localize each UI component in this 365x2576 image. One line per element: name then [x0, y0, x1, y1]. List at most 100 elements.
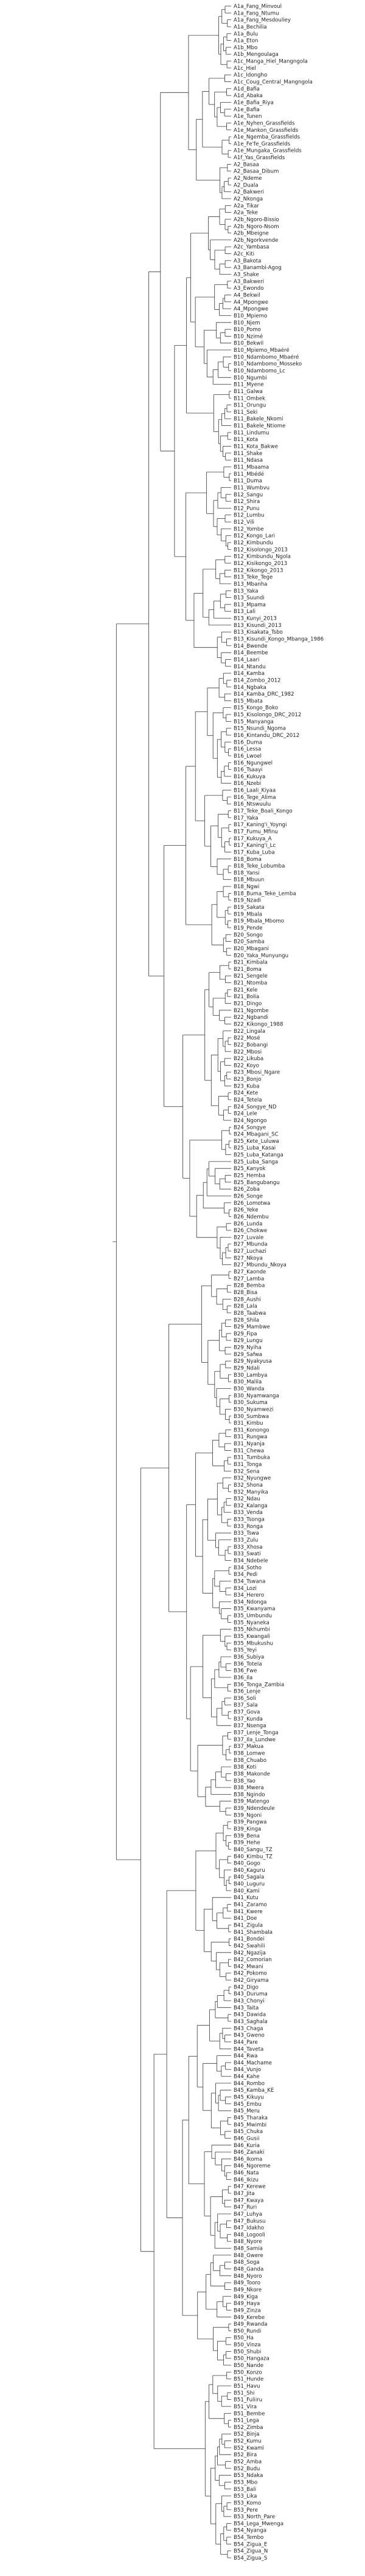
taxon-label: B30_Nyamwezi	[234, 1406, 274, 1413]
taxon-label: B26_Zoba	[234, 1187, 260, 1193]
taxon-label: B54_Nyanga	[234, 2528, 266, 2534]
taxon-label: B52_Binja	[234, 2431, 260, 2437]
taxon-label: B22_Mbosi	[234, 1049, 262, 1055]
taxon-label: B24_Tetela	[234, 1097, 262, 1103]
taxon-label: A1c_Idongho	[234, 72, 267, 78]
taxon-label: B53_Komo	[234, 2500, 261, 2506]
taxon-label: B27_Nkoya	[234, 1255, 263, 1261]
taxon-label: B53_Bali	[234, 2487, 256, 2493]
taxon-label: B25_Luba_Kasai	[234, 1145, 276, 1151]
taxon-label: B52_Bira	[234, 2452, 257, 2458]
taxon-label: B33_Zulu	[234, 1538, 258, 1544]
taxon-label: B30_Sukuma	[234, 1400, 268, 1406]
taxon-label: B27_Mbundu_Nkoya	[234, 1262, 287, 1269]
taxon-label: B28_Bisa	[234, 1290, 257, 1296]
taxon-label: B35_Umbundu	[234, 1613, 272, 1619]
taxon-label: A3_Bakota	[234, 258, 261, 264]
taxon-label: B48_Soga	[234, 2259, 260, 2266]
taxon-label: B17_Kaning'i_Lc	[234, 843, 276, 849]
taxon-label: B29_Fipa	[234, 1331, 257, 1337]
taxon-label: B26_Ndembu	[234, 1214, 269, 1221]
taxon-label: B11_Wumbvu	[234, 485, 269, 492]
taxon-label: B35_Kwangali	[234, 1634, 270, 1640]
taxon-label: B34_Sotho	[234, 1565, 262, 1571]
taxon-label: B54_Tembo	[234, 2535, 263, 2541]
taxon-label: B27_Lamba	[234, 1276, 264, 1282]
taxon-label: B30_Sumbwa	[234, 1414, 269, 1420]
taxon-label: B22_Koyo	[234, 1063, 259, 1069]
taxon-label: B48_Gwere	[234, 2253, 263, 2259]
taxon-label: B29_Nyakyusa	[234, 1358, 272, 1365]
taxon-label: B11_Bakele_Ntiome	[234, 423, 285, 430]
taxon-label: A4_Bekwil	[234, 293, 260, 299]
taxon-label: B14_Bwende	[234, 643, 268, 649]
taxon-label: B22_Likuba	[234, 1056, 263, 1062]
taxon-label: B43_Gweno	[234, 2033, 265, 2039]
taxon-label: B11_Kota	[234, 437, 258, 443]
taxon-label: B12_Shira	[234, 499, 260, 505]
taxon-label: B21_Kele	[234, 987, 257, 993]
taxon-label: B50_Vinza	[234, 2342, 260, 2348]
taxon-label: A1e_Bafia	[234, 107, 260, 113]
taxon-label: B13_Mpama	[234, 602, 266, 608]
taxon-label: B29_Ndali	[234, 1366, 260, 1372]
taxon-label: B16_Nzebi	[234, 781, 261, 787]
taxon-label: B44_Pare	[234, 2040, 258, 2046]
taxon-label: B48_Logooli	[234, 2232, 265, 2238]
taxon-label: B13_Lali	[234, 609, 255, 615]
taxon-label: B21_Boma	[234, 967, 262, 973]
taxon-label: B45_Chuka	[234, 2129, 263, 2135]
taxon-label: B42_Mwani	[234, 1964, 263, 1970]
taxon-label: B47_Kerewe	[234, 2184, 266, 2190]
taxon-label: B46_Ikizu	[234, 2177, 259, 2183]
taxon-label: A2_Ndeme	[234, 176, 262, 182]
taxon-label: A1d_Abaka	[234, 93, 263, 99]
taxon-label: B21_Bolia	[234, 994, 259, 1000]
taxon-label: B38_Yao	[234, 1778, 255, 1784]
taxon-label: B54_Zigua_E	[234, 2541, 267, 2547]
taxon-label: B35_Nkhumbi	[234, 1627, 270, 1633]
taxon-label: B32_Manyika	[234, 1489, 268, 1495]
taxon-label: B41_Kutu	[234, 1895, 259, 1901]
taxon-label: B17_Teke_Boali_Kongo	[234, 809, 293, 815]
taxon-label: B11_Seki	[234, 409, 257, 416]
taxon-label: B11_Orungu	[234, 403, 266, 409]
taxon-label: A2c_Yambasa	[234, 244, 269, 250]
taxon-label: A2b_Ngorkvende	[234, 238, 278, 244]
taxon-label: B44_Machame	[234, 2060, 272, 2066]
taxon-label: A1e_Ngemba_Grassfields	[234, 134, 300, 140]
taxon-label: B16_Tege_Alima	[234, 795, 276, 801]
tree-branches	[113, 5, 231, 2558]
taxon-label: B11_Bakele_Nkomi	[234, 416, 283, 422]
taxon-label: B35_Yeyi	[234, 1648, 257, 1654]
taxon-label: B52_Kwami	[234, 2445, 264, 2451]
taxon-label: B17_Kaning'i_Yoyngi	[234, 822, 287, 828]
taxon-label: B11_Duma	[234, 478, 262, 484]
taxon-label: B16_Tsaayi	[234, 767, 262, 773]
taxon-label: B33_Venda	[234, 1510, 263, 1516]
taxon-label: B23_Mbosi_Ngare	[234, 1070, 280, 1076]
taxon-label: B50_Konzo	[234, 2369, 262, 2376]
taxon-label: A1a_Eton	[234, 38, 258, 44]
taxon-label: A1a_Fang_Mesdouliey	[234, 18, 291, 24]
taxon-label: B47_Kwaya	[234, 2197, 263, 2204]
taxon-label: B18_Buma_Teke_Lemba	[234, 891, 296, 897]
taxon-label: B19_Mbala_Mbomo	[234, 919, 284, 925]
taxon-label: B13_Teke_Tege	[234, 575, 273, 581]
taxon-label: B42_Digo	[234, 1984, 259, 1990]
taxon-label: B30_Lambya	[234, 1372, 267, 1379]
taxon-label: B12_Kisikongo_2013	[234, 561, 287, 567]
taxon-label: B53_Pere	[234, 2507, 258, 2513]
taxon-label: B46_Nata	[234, 2170, 259, 2176]
taxon-label: B37_Sala	[234, 1702, 258, 1708]
taxon-label: B40_Kimbu_TZ	[234, 1854, 273, 1860]
taxon-label: B25_Kanyok	[234, 1166, 266, 1172]
taxon-label: A4_Mpongwe	[234, 300, 268, 306]
taxon-label: B16_Laali_Kiyaa	[234, 788, 276, 794]
taxon-label: B16_Ngungwel	[234, 760, 273, 766]
taxon-label: B42_Swahili	[234, 1944, 265, 1950]
taxon-label: A2c_Kiti	[234, 252, 254, 258]
taxon-label: B10_Ndambomo_Mosseko	[234, 361, 302, 368]
taxon-label: B13_Yaka	[234, 588, 259, 594]
taxon-label: B16_Lwoel	[234, 753, 262, 759]
